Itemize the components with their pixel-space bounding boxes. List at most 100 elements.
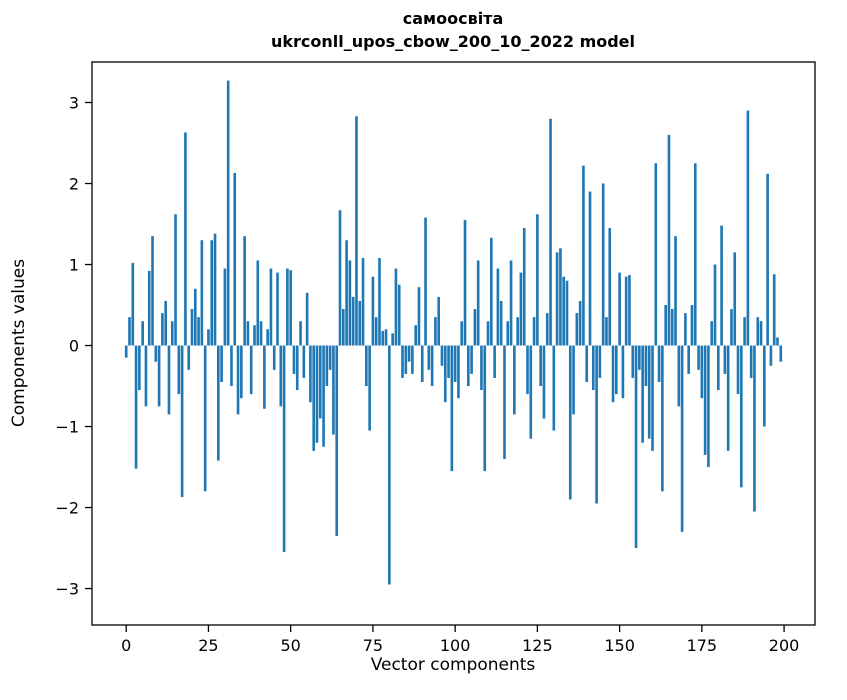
x-tick-label: 100 bbox=[440, 636, 471, 655]
bar bbox=[453, 345, 457, 382]
bar bbox=[615, 345, 618, 395]
bar bbox=[684, 313, 687, 346]
y-axis-label: Components values bbox=[9, 259, 29, 427]
bar bbox=[634, 345, 638, 549]
bar bbox=[157, 345, 161, 407]
bar bbox=[256, 260, 260, 346]
bar bbox=[529, 345, 533, 439]
bar bbox=[286, 268, 289, 346]
bar bbox=[184, 132, 187, 346]
bar bbox=[651, 345, 654, 451]
bar bbox=[378, 258, 381, 346]
bar bbox=[730, 309, 733, 346]
bar bbox=[539, 345, 542, 387]
bar bbox=[776, 337, 779, 346]
bar bbox=[401, 345, 404, 378]
bar bbox=[493, 345, 496, 378]
bar bbox=[486, 321, 490, 346]
x-tick-label: 150 bbox=[604, 636, 635, 655]
bar bbox=[638, 345, 641, 370]
bar bbox=[279, 345, 283, 407]
bar bbox=[470, 345, 473, 374]
bar bbox=[733, 252, 737, 346]
bar bbox=[220, 345, 223, 382]
bar bbox=[628, 275, 631, 346]
bar bbox=[240, 345, 243, 399]
bar bbox=[177, 345, 181, 395]
bar bbox=[657, 345, 661, 382]
bar bbox=[608, 228, 612, 346]
bar bbox=[670, 309, 674, 346]
bar bbox=[276, 272, 279, 346]
bar bbox=[226, 80, 230, 346]
bar bbox=[516, 317, 519, 346]
bar bbox=[447, 345, 450, 378]
bar bbox=[763, 345, 766, 427]
y-tick-label: 1 bbox=[69, 256, 79, 275]
bar bbox=[397, 284, 401, 346]
bar bbox=[440, 345, 444, 366]
bar bbox=[759, 321, 763, 346]
bar bbox=[756, 317, 760, 346]
bar bbox=[460, 321, 464, 346]
bar bbox=[749, 345, 753, 378]
bar bbox=[167, 345, 171, 415]
bar bbox=[243, 236, 246, 346]
bar bbox=[667, 134, 671, 346]
bar bbox=[618, 272, 621, 346]
bar bbox=[417, 287, 421, 346]
bar bbox=[318, 345, 322, 419]
bar bbox=[305, 292, 309, 346]
bar bbox=[138, 345, 141, 391]
bar bbox=[335, 345, 339, 536]
bar bbox=[503, 345, 506, 459]
bar bbox=[473, 309, 477, 346]
bar bbox=[371, 276, 375, 346]
bar bbox=[312, 345, 316, 451]
bar bbox=[147, 271, 151, 346]
bar bbox=[154, 345, 158, 362]
bar bbox=[624, 276, 628, 346]
bar bbox=[269, 268, 273, 346]
x-tick-label: 125 bbox=[522, 636, 553, 655]
bar bbox=[690, 305, 694, 346]
bar bbox=[230, 345, 233, 387]
bar bbox=[779, 345, 783, 362]
bar bbox=[338, 210, 342, 346]
x-tick-label: 175 bbox=[687, 636, 718, 655]
y-tick-label: −3 bbox=[55, 580, 79, 599]
bar bbox=[223, 268, 227, 346]
bar bbox=[545, 313, 549, 346]
bar bbox=[302, 345, 306, 378]
bar bbox=[532, 317, 536, 346]
bar bbox=[736, 345, 740, 395]
chart-title-model: ukrconll_upos_cbow_200_10_2022 model bbox=[271, 32, 635, 51]
bar bbox=[414, 325, 417, 346]
bar bbox=[292, 345, 296, 374]
bar bbox=[213, 233, 217, 346]
bar bbox=[391, 333, 394, 346]
bar bbox=[490, 237, 493, 346]
bar bbox=[365, 345, 368, 387]
bar bbox=[647, 345, 651, 439]
bar bbox=[394, 268, 398, 346]
bar bbox=[598, 345, 602, 378]
bar bbox=[170, 321, 174, 346]
bar bbox=[210, 240, 214, 346]
bar bbox=[374, 317, 378, 346]
bar bbox=[641, 345, 644, 443]
bar bbox=[368, 345, 371, 431]
bar bbox=[309, 345, 312, 403]
bar bbox=[631, 345, 635, 378]
bar bbox=[542, 345, 546, 419]
bar bbox=[450, 345, 454, 472]
bar bbox=[703, 345, 707, 455]
bar bbox=[595, 345, 598, 504]
bar bbox=[134, 345, 138, 469]
bar bbox=[404, 345, 408, 374]
bar bbox=[253, 325, 256, 346]
bar bbox=[259, 321, 263, 346]
bar bbox=[480, 345, 483, 391]
bar bbox=[180, 345, 184, 498]
